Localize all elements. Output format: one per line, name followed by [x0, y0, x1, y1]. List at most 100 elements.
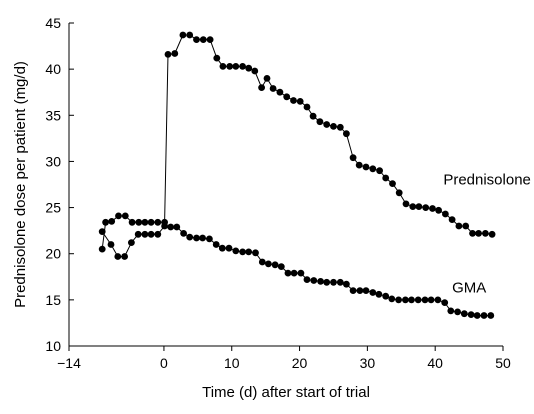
gma-point: [336, 278, 344, 286]
series-label-prednisolone: Prednisolone: [443, 172, 531, 189]
gma-point: [180, 230, 188, 237]
prednisolone-point: [316, 118, 324, 126]
prednisolone-point: [488, 230, 496, 238]
prednisolone-point: [429, 205, 436, 212]
prednisolone-point: [219, 63, 227, 70]
gma-point: [362, 287, 370, 294]
series-label-gma: GMA: [452, 279, 486, 296]
gma-point: [252, 249, 259, 257]
prednisolone-point: [128, 218, 136, 226]
gma-point: [225, 244, 233, 252]
gma-point: [454, 308, 461, 316]
prednisolone-point: [475, 230, 482, 237]
prednisolone-point: [455, 222, 463, 230]
gma-point: [127, 239, 135, 247]
prednisolone-point: [323, 121, 331, 128]
gma-point: [161, 222, 169, 230]
series-prednisolone: [98, 31, 496, 253]
prednisolone-point: [154, 218, 162, 226]
gma-point: [441, 299, 449, 306]
gma-point: [382, 292, 390, 300]
prednisolone-point: [115, 212, 122, 220]
prednisolone-point: [376, 167, 383, 175]
prednisolone-point: [213, 54, 221, 62]
plot-series: [98, 31, 496, 319]
series-labels: Prednisolone GMA: [443, 172, 531, 297]
x-tick-label: 10: [224, 355, 240, 371]
gma-point: [290, 269, 298, 277]
gma-point: [186, 233, 194, 241]
x-tick-label: −14: [57, 355, 81, 371]
prednisolone-point: [263, 75, 271, 82]
gma-point: [487, 312, 495, 319]
axes: [68, 23, 503, 347]
prednisolone-point: [422, 204, 430, 212]
prednisolone-point: [442, 210, 449, 218]
prednisolone-point: [355, 161, 363, 169]
prednisolone-point: [98, 245, 106, 253]
y-axis-label: Prednisolone dose per patient (mg/d): [12, 61, 29, 308]
y-axis-ticks: 10 15 20 25 30 35 40 45: [45, 15, 74, 354]
prednisolone-point: [226, 63, 234, 70]
gma-point: [265, 260, 272, 268]
gma-point: [317, 278, 324, 285]
gma-point: [421, 296, 429, 304]
gma-point: [173, 223, 181, 231]
gma-point: [98, 228, 106, 236]
gma-point: [310, 277, 318, 284]
gma-point: [473, 312, 481, 319]
gma-point: [141, 230, 149, 238]
y-tick-label: 15: [45, 292, 61, 308]
prednisolone-point: [239, 63, 247, 70]
x-tick-label: 0: [160, 355, 168, 371]
prednisolone-point: [283, 93, 291, 101]
x-axis-label: Time (d) after start of trial: [202, 384, 370, 401]
prednisolone-point: [448, 216, 456, 224]
y-tick-label: 10: [45, 338, 61, 354]
gma-point: [427, 296, 435, 304]
prednisolone-point: [147, 218, 155, 226]
prednisolone-point: [435, 206, 442, 214]
gma-point: [206, 235, 213, 243]
series-gma: [98, 222, 495, 319]
gma-point: [303, 276, 311, 283]
prednisolone-point: [206, 36, 214, 43]
gma-point: [395, 296, 402, 304]
gma-point: [134, 230, 142, 238]
gma-point: [167, 223, 175, 231]
prednisolone-point: [108, 218, 116, 225]
prednisolone-point: [462, 222, 470, 230]
gma-point: [212, 241, 220, 248]
prednisolone-point: [469, 230, 476, 237]
prednisolone-point: [389, 180, 396, 188]
prednisolone-point: [349, 154, 357, 162]
gma-point: [402, 296, 409, 304]
prednisolone-point: [121, 212, 129, 220]
gma-point: [369, 289, 377, 296]
gma-point: [258, 258, 266, 266]
prednisolone-point: [369, 165, 377, 173]
prednisolone-point: [409, 203, 417, 211]
gma-point: [271, 261, 279, 269]
prednisolone-point: [199, 36, 207, 43]
gma-point: [330, 278, 337, 286]
prednisolone-point: [245, 64, 253, 72]
prednisolone-point: [395, 189, 403, 197]
gma-point: [388, 295, 396, 303]
gma-point: [480, 312, 488, 319]
prednisolone-point: [309, 112, 317, 120]
x-tick-label: 50: [495, 355, 511, 371]
gma-point: [447, 307, 455, 315]
prednisolone-point: [269, 85, 277, 92]
x-axis-ticks: −14 0 10 20 30 40 50: [57, 346, 511, 371]
x-tick-label: 40: [427, 355, 443, 371]
prednisolone-point: [141, 218, 149, 226]
prednisolone-point: [303, 103, 311, 111]
gma-point: [218, 244, 226, 252]
prednisolone-point: [171, 50, 179, 57]
gma-point: [284, 269, 292, 277]
y-tick-label: 20: [45, 246, 61, 262]
y-tick-label: 35: [45, 107, 61, 123]
x-tick-label: 20: [292, 355, 308, 371]
